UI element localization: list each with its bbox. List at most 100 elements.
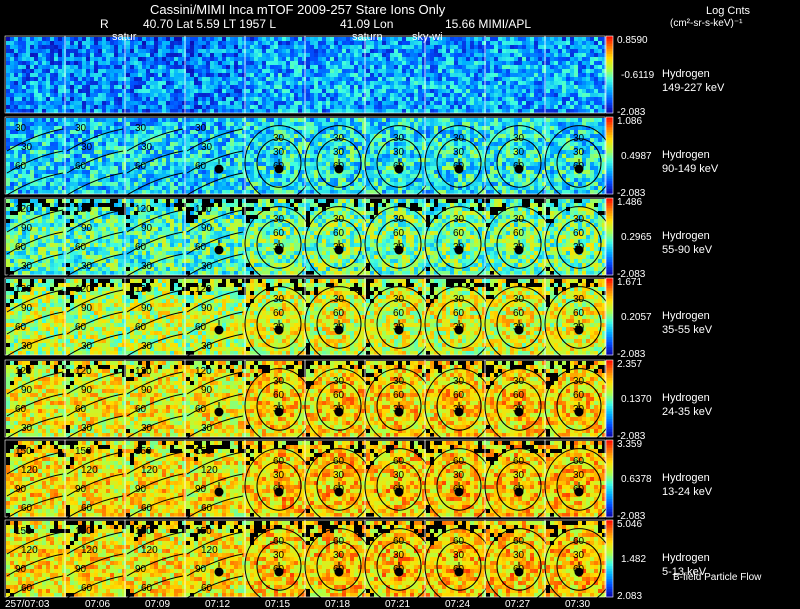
pixel — [198, 122, 202, 126]
pixel — [146, 150, 150, 154]
pixel — [102, 105, 106, 109]
pixel — [438, 57, 442, 61]
pixel — [230, 69, 234, 73]
pixel — [98, 109, 102, 113]
pixel — [458, 53, 462, 57]
pixel — [134, 85, 138, 89]
pixel — [38, 101, 42, 105]
pixel — [150, 101, 154, 105]
pixel — [306, 134, 310, 138]
pixel — [22, 182, 26, 186]
pixel — [170, 105, 174, 109]
pixel — [342, 138, 346, 142]
pixel — [186, 118, 190, 122]
pixel — [186, 109, 190, 113]
pixel — [262, 85, 266, 89]
pixel — [82, 130, 86, 134]
pixel — [354, 53, 358, 57]
pixel — [338, 158, 342, 162]
pixel — [502, 37, 506, 41]
pixel — [478, 45, 482, 49]
pixel — [414, 122, 418, 126]
pixel — [294, 142, 298, 146]
pixel — [210, 105, 214, 109]
pixel — [214, 81, 218, 85]
pixel — [318, 162, 322, 166]
pixel — [558, 57, 562, 61]
pixel — [502, 61, 506, 65]
pixel — [414, 73, 418, 77]
pixel — [554, 61, 558, 65]
pixel — [106, 182, 110, 186]
pixel — [362, 170, 366, 174]
pixel — [402, 146, 406, 150]
pixel — [270, 158, 274, 162]
pixel — [158, 130, 162, 134]
pixel — [274, 53, 278, 57]
pixel — [366, 134, 370, 138]
pixel — [386, 85, 390, 89]
pixel — [6, 130, 10, 134]
pixel — [218, 146, 222, 150]
pixel — [322, 45, 326, 49]
pixel — [70, 45, 74, 49]
pixel — [238, 158, 242, 162]
pixel — [50, 182, 54, 186]
pixel — [298, 166, 302, 170]
pixel — [598, 45, 602, 49]
pixel — [274, 101, 278, 105]
pixel — [114, 190, 118, 194]
pixel — [554, 89, 558, 93]
pixel — [374, 122, 378, 126]
pixel — [318, 65, 322, 69]
pixel — [262, 93, 266, 97]
pixel — [394, 101, 398, 105]
pixel — [62, 69, 66, 73]
pixel — [50, 162, 54, 166]
pixel — [254, 182, 258, 186]
pixel — [110, 190, 114, 194]
pixel — [246, 182, 250, 186]
pixel — [134, 150, 138, 154]
pixel — [6, 89, 10, 93]
pixel — [142, 182, 146, 186]
pixel — [202, 97, 206, 101]
pixel — [46, 109, 50, 113]
pixel — [282, 170, 286, 174]
pixel — [154, 150, 158, 154]
pixel — [318, 37, 322, 41]
pixel — [58, 69, 62, 73]
panel-row: 3030603030603030603030603030603030603030… — [4, 116, 719, 201]
pixel — [34, 154, 38, 158]
pixel — [30, 122, 34, 126]
pixel — [302, 178, 306, 182]
pixel — [234, 57, 238, 61]
pixel — [254, 89, 258, 93]
pixel — [342, 126, 346, 130]
pixel — [346, 186, 350, 190]
pixel — [362, 118, 366, 122]
pixel — [82, 146, 86, 150]
pixel — [218, 61, 222, 65]
pixel — [530, 65, 534, 69]
pixel — [442, 57, 446, 61]
pixel — [158, 57, 162, 61]
pixel — [318, 150, 322, 154]
pixel — [286, 170, 290, 174]
pixel — [78, 174, 82, 178]
pixel — [6, 178, 10, 182]
pixel — [330, 101, 334, 105]
pixel — [166, 49, 170, 53]
pixel — [294, 53, 298, 57]
pixel — [266, 150, 270, 154]
pixel — [214, 73, 218, 77]
pixel — [30, 182, 34, 186]
pixel — [10, 162, 14, 166]
pixel — [26, 69, 30, 73]
pixel — [446, 41, 450, 45]
pixel — [366, 182, 370, 186]
pixel — [402, 178, 406, 182]
pixel — [158, 37, 162, 41]
pixel — [386, 150, 390, 154]
colorbar-min-label: -2.083 — [617, 107, 646, 118]
